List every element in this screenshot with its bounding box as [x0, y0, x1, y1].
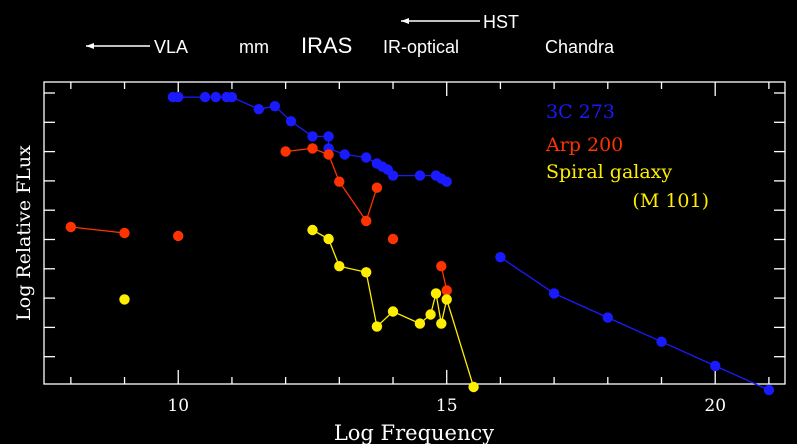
- band-labels: VLA mm IRAS IR-optical HST Chandra: [86, 12, 615, 58]
- band-label: IRAS: [301, 33, 352, 58]
- y-axis-title: Log Relative FLux: [13, 145, 35, 321]
- data-point: [436, 318, 447, 329]
- data-point: [119, 294, 130, 305]
- data-point: [339, 149, 350, 160]
- data-point: [361, 267, 372, 278]
- data-point: [307, 224, 318, 236]
- data-point: [173, 91, 184, 103]
- legend-entry: (M 101): [632, 190, 709, 212]
- data-point: [119, 227, 130, 239]
- data-point: [334, 176, 345, 187]
- data-point: [323, 131, 334, 142]
- data-point: [334, 261, 345, 272]
- data-point: [323, 149, 334, 160]
- series: [167, 91, 775, 396]
- series-line: [70, 226, 125, 234]
- series-line: [172, 96, 448, 183]
- series-line: [500, 256, 770, 391]
- data-point: [387, 306, 399, 317]
- data-point: [387, 233, 399, 245]
- x-tick-label: 20: [704, 396, 726, 416]
- data-point: [425, 309, 436, 320]
- band-label: mm: [239, 37, 269, 57]
- data-point: [361, 215, 372, 227]
- data-point: [65, 221, 77, 233]
- data-point: [253, 104, 264, 115]
- data-point: [430, 288, 442, 299]
- data-point: [441, 285, 452, 296]
- axis-ticks: 10 15 20: [44, 82, 785, 416]
- data-point: [199, 91, 211, 103]
- data-point: [285, 116, 297, 127]
- band-label: IR-optical: [383, 37, 459, 57]
- data-point: [436, 261, 447, 272]
- legend: 3C 273 Arp 200 Spiral galaxy (M 101): [545, 101, 709, 212]
- legend-entry: 3C 273: [546, 101, 615, 123]
- x-tick-label: 15: [436, 396, 458, 416]
- band-label: HST: [483, 12, 519, 32]
- data-point: [414, 318, 426, 329]
- data-point: [280, 146, 291, 157]
- data-point: [441, 294, 452, 305]
- data-point: [656, 336, 667, 347]
- data-point: [323, 233, 334, 245]
- plot-frame: [43, 81, 786, 385]
- data-point: [361, 152, 372, 163]
- data-point: [226, 91, 238, 103]
- data-point: [548, 288, 560, 299]
- x-axis-title: Log Frequency: [334, 421, 494, 444]
- data-point: [371, 182, 383, 193]
- data-point: [602, 312, 613, 323]
- band-label: VLA: [154, 37, 188, 57]
- data-point: [307, 131, 318, 142]
- data-point: [495, 252, 506, 263]
- data-point: [307, 143, 318, 154]
- series: [65, 143, 452, 296]
- data-point: [468, 381, 479, 393]
- data-point: [210, 91, 221, 103]
- x-tick-label: 10: [167, 396, 189, 416]
- data-point: [763, 384, 775, 396]
- band-arrow-head: [401, 18, 409, 24]
- legend-entry: Spiral galaxy: [546, 161, 672, 183]
- data-point: [387, 170, 399, 181]
- data-point: [173, 230, 184, 242]
- data-point: [710, 360, 721, 372]
- band-label: Chandra: [545, 37, 615, 57]
- series: [119, 224, 479, 393]
- data-point: [414, 170, 426, 181]
- data-point: [441, 176, 452, 187]
- data-point: [269, 101, 281, 112]
- data-point: [371, 321, 383, 332]
- band-arrow-head: [86, 43, 94, 49]
- legend-entry: Arp 200: [545, 134, 623, 156]
- series-layer: [65, 91, 775, 396]
